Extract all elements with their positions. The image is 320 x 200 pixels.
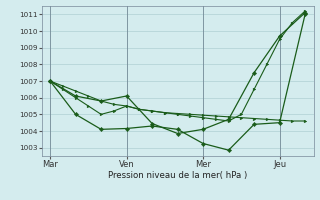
X-axis label: Pression niveau de la mer( hPa ): Pression niveau de la mer( hPa ) <box>108 171 247 180</box>
